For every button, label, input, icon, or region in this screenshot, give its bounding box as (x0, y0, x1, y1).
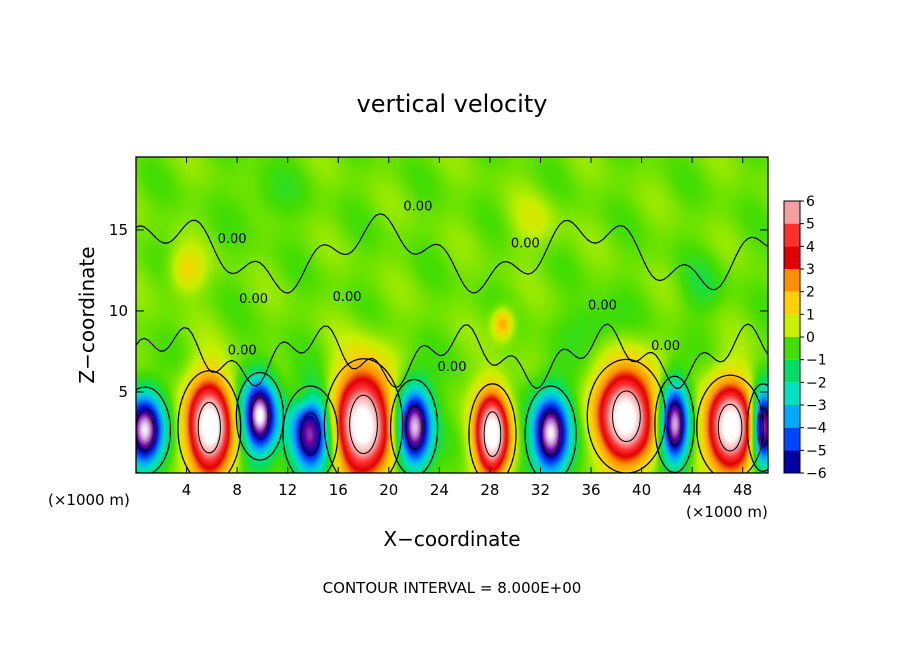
x-tick-label: 36 (581, 481, 600, 499)
x-tick-label: 20 (379, 481, 398, 499)
contour-line (524, 385, 577, 473)
contour-label: 0.00 (239, 292, 268, 307)
contour-label: 0.00 (403, 199, 432, 214)
contour-line (323, 358, 404, 473)
colorbar-label: 3 (806, 262, 815, 278)
colorbar-label: 2 (806, 285, 815, 301)
contour-label: 0.00 (438, 360, 467, 375)
x-tick-label: 48 (733, 481, 752, 499)
x-tick-label: 24 (430, 481, 449, 499)
contour-line-inner (349, 394, 378, 455)
colorbar: 6 5 4 3 2 1 0 −1 −2 −3 −4 −5 −6 (783, 194, 827, 482)
colorbar-swatch (784, 427, 800, 451)
zero-contour (136, 213, 768, 294)
x-tick-label: 12 (278, 481, 297, 499)
chart-title: vertical velocity (357, 90, 548, 118)
contour-line-inner (756, 407, 768, 448)
velocity-field (136, 157, 768, 473)
contour-line-inner (483, 411, 502, 457)
contour-line (136, 386, 171, 473)
x-tick-label: 32 (531, 481, 550, 499)
contour-line (586, 358, 667, 473)
contour-line (746, 383, 768, 473)
plot-frame (135, 156, 769, 474)
contour-line-inner (405, 405, 423, 450)
contour-label: 0.00 (333, 290, 362, 305)
x-tick-label: 4 (182, 481, 192, 499)
colorbar-swatch (784, 246, 800, 269)
colorbar-swatch (784, 405, 800, 428)
x-tick-label: 16 (329, 481, 348, 499)
contour-line-inner (136, 410, 155, 451)
contour-line-inner (667, 402, 682, 447)
contour-line-inner (251, 396, 269, 437)
colorbar-label: 4 (806, 239, 815, 255)
y-tick-label: 10 (109, 302, 128, 320)
colorbar-label: −2 (806, 375, 827, 391)
contour-label: 0.00 (588, 298, 617, 313)
colorbar-label: 0 (806, 330, 815, 346)
contour-interval-note: CONTOUR INTERVAL = 8.000E+00 (323, 579, 582, 597)
x-tick-label: 44 (683, 481, 702, 499)
contour-line-inner (717, 403, 743, 452)
x-tick-label: 28 (480, 481, 499, 499)
colorbar-label: −4 (806, 421, 827, 437)
contour-line (177, 370, 242, 473)
colorbar-label: 1 (806, 307, 815, 323)
colorbar-swatch (784, 314, 800, 337)
contour-line-inner (541, 412, 561, 456)
y-tick-label: 5 (118, 383, 128, 401)
contour-label: 0.00 (651, 339, 680, 354)
y-axis-label: Z−coordinate (75, 246, 99, 383)
colorbar-swatch (784, 223, 800, 247)
contour-lines: 0.00 0.00 0.00 0.00 0.00 0.00 0.00 0.00 0.00 (136, 199, 768, 473)
contour-line (468, 383, 517, 473)
colorbar-swatch (784, 291, 800, 315)
contour-line (389, 378, 439, 473)
colorbar-swatch (784, 337, 800, 360)
colorbar-label: −6 (806, 466, 827, 482)
colorbar-label: 5 (806, 217, 815, 233)
x-tick-label: 40 (632, 481, 651, 499)
colorbar-swatch (784, 359, 800, 383)
contour-line (282, 385, 339, 473)
contour-label: 0.00 (228, 344, 257, 359)
colorbar-swatch (784, 450, 800, 473)
x-tick-label: 8 (232, 481, 242, 499)
contour-line-inner (612, 390, 641, 443)
contour-label: 0.00 (511, 237, 540, 252)
colorbar-swatch (784, 382, 800, 405)
contour-line-inner (197, 401, 221, 454)
zero-contour (136, 323, 768, 390)
x-unit-right: (×1000 m) (686, 503, 768, 521)
colorbar-label: 6 (806, 194, 815, 210)
colorbar-swatch (784, 201, 800, 224)
contour-label: 0.00 (218, 232, 247, 247)
plot-area (136, 157, 768, 473)
contour-line-inner (300, 412, 321, 456)
colorbar-label: −3 (806, 398, 827, 414)
x-unit-left: (×1000 m) (48, 491, 130, 509)
colorbar-label: −5 (806, 443, 827, 459)
contour-line (235, 371, 285, 461)
contour-line (696, 374, 765, 473)
y-tick-label: 15 (109, 221, 128, 239)
colorbar-swatch (784, 269, 800, 292)
colorbar-label: −1 (806, 353, 827, 369)
y-axis-ticks: 5 10 15 (109, 221, 768, 401)
x-axis-ticks: 4 8 12 16 20 24 28 32 36 40 44 48 (182, 157, 752, 499)
x-axis-label: X−coordinate (383, 527, 520, 551)
